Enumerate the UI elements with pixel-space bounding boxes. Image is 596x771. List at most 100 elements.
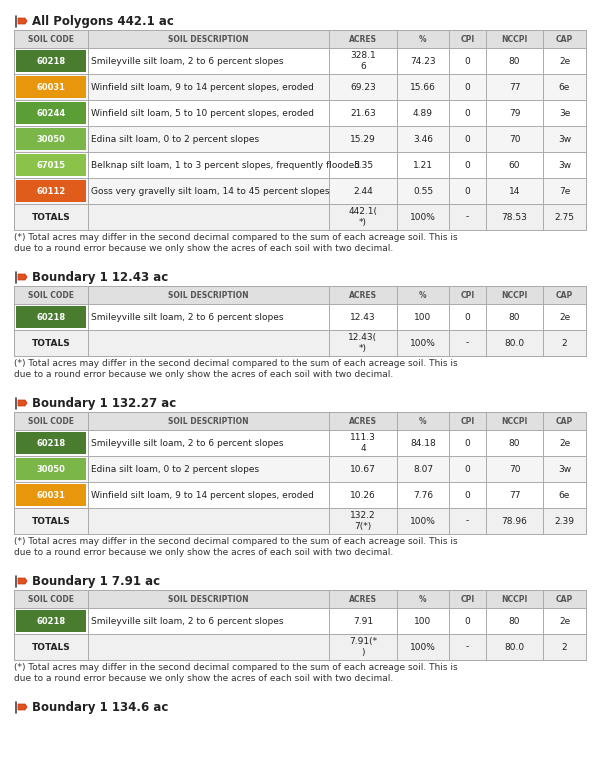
Text: Winfield silt loam, 9 to 14 percent slopes, eroded: Winfield silt loam, 9 to 14 percent slop…: [91, 82, 314, 92]
Text: 2: 2: [562, 642, 567, 651]
Bar: [14, 126, 586, 152]
Bar: [14, 204, 586, 230]
Text: 3e: 3e: [559, 109, 570, 117]
Text: -: -: [465, 642, 469, 651]
Text: -: -: [465, 517, 469, 526]
Text: 78.96: 78.96: [502, 517, 527, 526]
Polygon shape: [18, 704, 27, 710]
Text: 0: 0: [464, 134, 470, 143]
Text: Smileyville silt loam, 2 to 6 percent slopes: Smileyville silt loam, 2 to 6 percent sl…: [91, 617, 284, 625]
Text: %: %: [419, 416, 427, 426]
Text: 60031: 60031: [37, 82, 66, 92]
Text: 80: 80: [509, 617, 520, 625]
Bar: [14, 286, 586, 304]
Text: 2.44: 2.44: [353, 187, 372, 196]
Text: 100: 100: [414, 312, 432, 322]
Text: SOIL CODE: SOIL CODE: [28, 416, 74, 426]
Polygon shape: [18, 578, 27, 584]
Text: ACRES: ACRES: [349, 416, 377, 426]
Text: CPI: CPI: [460, 35, 474, 43]
Bar: [14, 508, 586, 534]
Text: 100%: 100%: [410, 338, 436, 348]
Text: 69.23: 69.23: [350, 82, 376, 92]
Text: 0: 0: [464, 617, 470, 625]
Text: SOIL DESCRIPTION: SOIL DESCRIPTION: [168, 416, 249, 426]
Bar: [14, 412, 586, 430]
Text: Boundary 1 12.43 ac: Boundary 1 12.43 ac: [32, 271, 168, 284]
Bar: [16, 76, 86, 98]
Text: 2e: 2e: [559, 312, 570, 322]
Text: 84.18: 84.18: [410, 439, 436, 447]
Text: 67015: 67015: [36, 160, 66, 170]
Bar: [14, 330, 586, 356]
Text: 0: 0: [464, 490, 470, 500]
Bar: [14, 100, 586, 126]
Text: 15.66: 15.66: [410, 82, 436, 92]
Text: 0: 0: [464, 187, 470, 196]
Text: SOIL CODE: SOIL CODE: [28, 594, 74, 604]
Polygon shape: [18, 400, 27, 406]
Text: 3w: 3w: [558, 160, 571, 170]
Polygon shape: [18, 18, 27, 24]
Text: CAP: CAP: [556, 35, 573, 43]
Text: 12.43: 12.43: [350, 312, 375, 322]
Bar: [14, 152, 586, 178]
Text: 60218: 60218: [36, 439, 66, 447]
Bar: [14, 74, 586, 100]
Text: 80: 80: [509, 439, 520, 447]
Text: 80.0: 80.0: [504, 338, 524, 348]
Text: 10.67: 10.67: [350, 464, 376, 473]
Text: Belknap silt loam, 1 to 3 percent slopes, frequently flooded: Belknap silt loam, 1 to 3 percent slopes…: [91, 160, 361, 170]
Text: 2.39: 2.39: [554, 517, 575, 526]
Text: 3.46: 3.46: [413, 134, 433, 143]
Text: 7e: 7e: [559, 187, 570, 196]
Bar: [16, 102, 86, 124]
Text: 15.29: 15.29: [350, 134, 376, 143]
Text: 8.07: 8.07: [413, 464, 433, 473]
Bar: [14, 456, 586, 482]
Text: 21.63: 21.63: [350, 109, 376, 117]
Text: 0: 0: [464, 439, 470, 447]
Text: 80.0: 80.0: [504, 642, 524, 651]
Bar: [14, 590, 586, 608]
Text: %: %: [419, 291, 427, 299]
Text: 100%: 100%: [410, 517, 436, 526]
Text: 328.1
6: 328.1 6: [350, 52, 376, 71]
Bar: [14, 304, 586, 330]
Text: 78.53: 78.53: [502, 213, 527, 221]
Text: 7.91: 7.91: [353, 617, 373, 625]
Text: 3w: 3w: [558, 464, 571, 473]
Bar: [16, 458, 86, 480]
Text: 74.23: 74.23: [410, 56, 436, 66]
Text: 79: 79: [509, 109, 520, 117]
Text: ACRES: ACRES: [349, 594, 377, 604]
Text: SOIL CODE: SOIL CODE: [28, 291, 74, 299]
Text: NCCPI: NCCPI: [501, 291, 527, 299]
Text: 60218: 60218: [36, 312, 66, 322]
Text: 2: 2: [562, 338, 567, 348]
Text: Smileyville silt loam, 2 to 6 percent slopes: Smileyville silt loam, 2 to 6 percent sl…: [91, 312, 284, 322]
Bar: [14, 430, 586, 456]
Text: CAP: CAP: [556, 416, 573, 426]
Text: 60244: 60244: [36, 109, 66, 117]
Text: 4.89: 4.89: [413, 109, 433, 117]
Text: 80: 80: [509, 56, 520, 66]
Text: Boundary 1 132.27 ac: Boundary 1 132.27 ac: [32, 396, 176, 409]
Text: 0: 0: [464, 464, 470, 473]
Text: 0: 0: [464, 82, 470, 92]
Text: 5.35: 5.35: [353, 160, 373, 170]
Text: (*) Total acres may differ in the second decimal compared to the sum of each acr: (*) Total acres may differ in the second…: [14, 537, 458, 557]
Bar: [14, 634, 586, 660]
Text: CPI: CPI: [460, 291, 474, 299]
Bar: [16, 306, 86, 328]
Text: SOIL DESCRIPTION: SOIL DESCRIPTION: [168, 594, 249, 604]
Text: 80: 80: [509, 312, 520, 322]
Text: 30050: 30050: [37, 134, 66, 143]
Text: 2.75: 2.75: [554, 213, 575, 221]
Text: 1.21: 1.21: [413, 160, 433, 170]
Text: 442.1(
*): 442.1( *): [349, 207, 377, 227]
Text: 70: 70: [509, 134, 520, 143]
Text: Goss very gravelly silt loam, 14 to 45 percent slopes: Goss very gravelly silt loam, 14 to 45 p…: [91, 187, 330, 196]
Text: TOTALS: TOTALS: [32, 213, 70, 221]
Text: 111.3
4: 111.3 4: [350, 433, 376, 453]
